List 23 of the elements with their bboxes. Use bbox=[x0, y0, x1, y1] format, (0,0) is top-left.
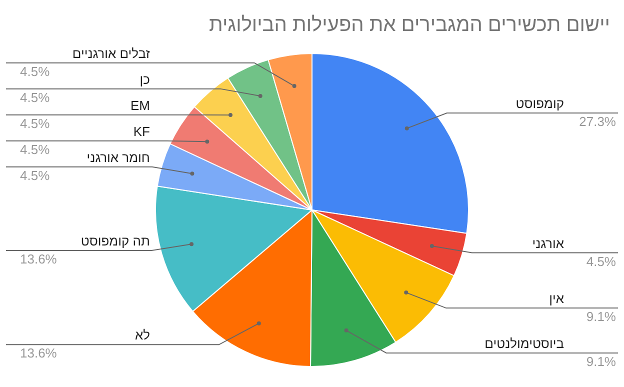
slice-label: קומפוסט bbox=[516, 96, 564, 112]
slice-label: תה קומפוסט bbox=[80, 234, 150, 249]
slice-label: ביוסטימולנטים bbox=[484, 336, 564, 352]
slice-label: אין bbox=[549, 291, 564, 306]
data-label: 4.5% bbox=[20, 64, 50, 79]
slice-label: חומר אורגני bbox=[86, 150, 150, 165]
data-label: 13.6% bbox=[20, 346, 58, 361]
data-label: 4.5% bbox=[20, 90, 50, 105]
data-label: 9.1% bbox=[586, 354, 616, 370]
data-label: 27.3% bbox=[579, 114, 616, 130]
slice-label: לא bbox=[134, 328, 150, 343]
data-label: 4.5% bbox=[20, 116, 50, 131]
data-label: 4.5% bbox=[20, 142, 50, 157]
slice-label: KF bbox=[133, 124, 150, 139]
data-label: 4.5% bbox=[586, 254, 616, 269]
chart-title: יישום תכשירים המגבירים את הפעילות הביולוגית bbox=[209, 14, 610, 37]
slice-label: זבלים אורגניים bbox=[72, 46, 151, 61]
slice-label: EM bbox=[130, 98, 150, 113]
data-label: 13.6% bbox=[20, 252, 58, 267]
data-label: 9.1% bbox=[586, 309, 616, 324]
slice-label: כן bbox=[140, 72, 150, 87]
slice-label: אורגני bbox=[532, 236, 564, 251]
data-label: 4.5% bbox=[20, 168, 50, 183]
